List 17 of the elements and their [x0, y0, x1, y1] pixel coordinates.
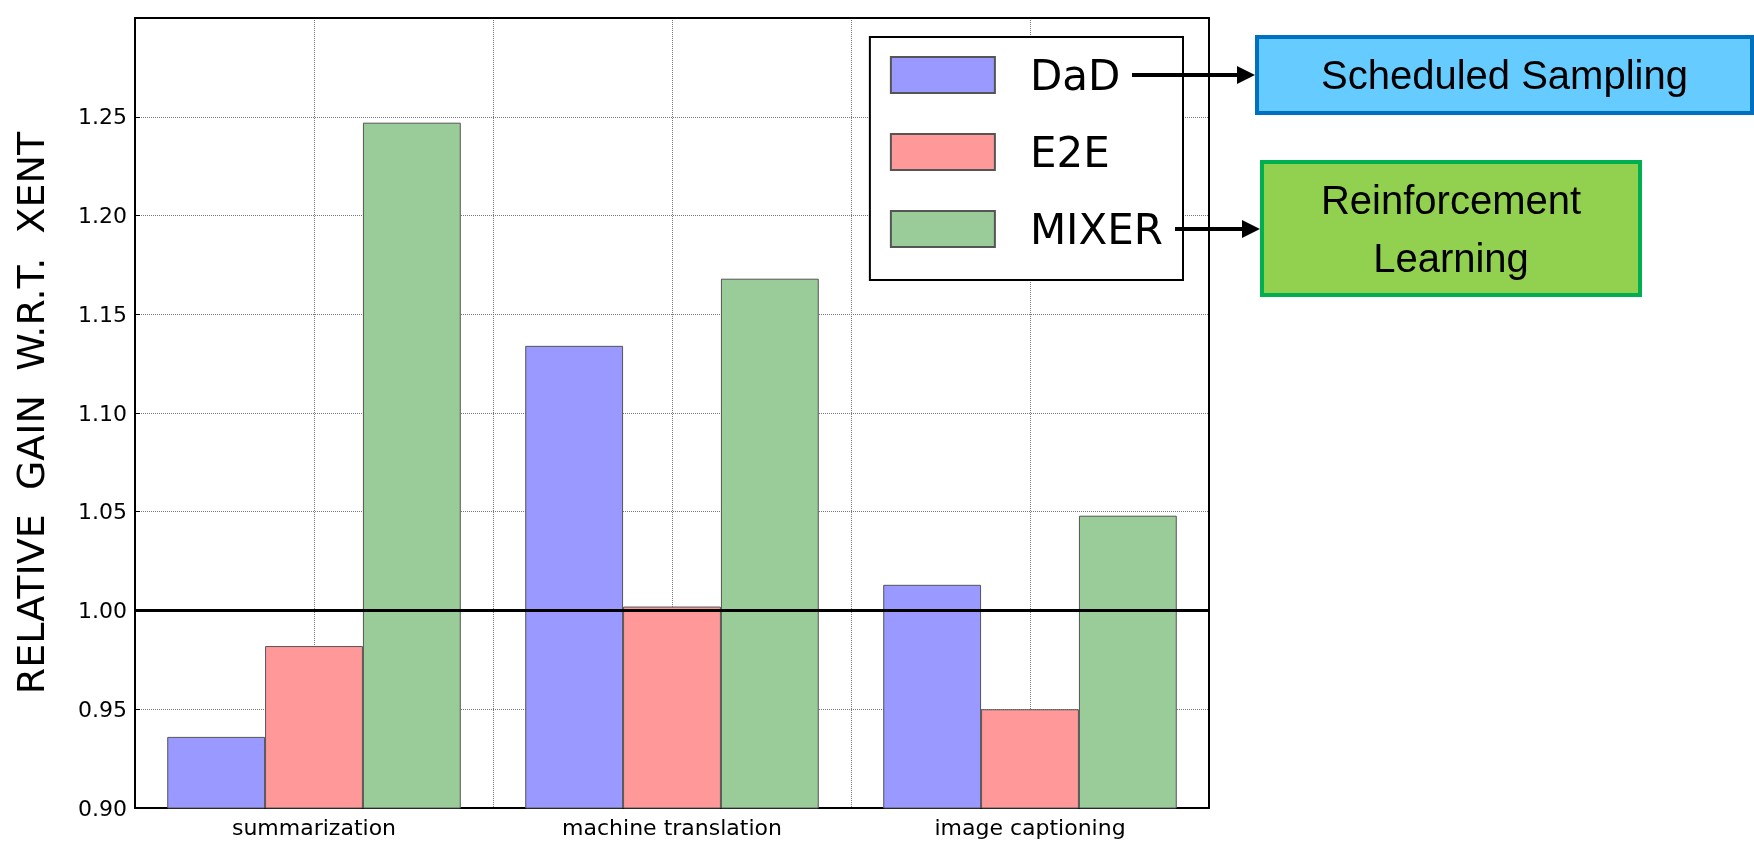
text: Reinforcement Learning: [1260, 160, 1642, 297]
x-tick-label: machine translation: [562, 814, 782, 840]
text: Scheduled Sampling: [1255, 35, 1754, 115]
legend-label: MIXER: [1029, 204, 1164, 254]
y-tick-label: 1.15: [78, 301, 127, 327]
y-tick-label: 1.05: [78, 499, 127, 525]
y-tick-label: 1.00: [78, 598, 127, 623]
x-tick-label: image captioning: [934, 814, 1126, 840]
y-axis-title: RELATIVE GAIN W.R.T. XENT: [9, 131, 53, 695]
y-tick-label: 1.25: [78, 104, 127, 130]
legend-label: E2E: [1029, 127, 1110, 177]
x-tick-label: summarization: [231, 814, 397, 840]
y-tick-label: 0.90: [78, 795, 127, 821]
legend-label: DaD: [1029, 50, 1121, 100]
y-tick-label: 1.10: [78, 400, 127, 426]
y-tick-label: 0.95: [78, 696, 127, 722]
y-tick-label: 1.20: [78, 203, 127, 228]
